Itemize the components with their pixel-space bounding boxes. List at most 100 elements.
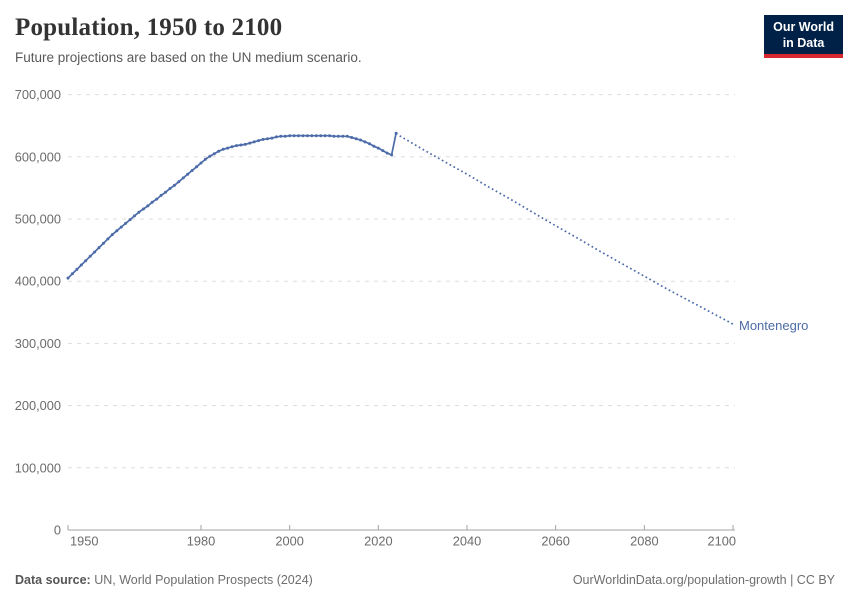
data-point-marker <box>359 138 363 142</box>
chart-header: Population, 1950 to 2100 Future projecti… <box>15 14 362 65</box>
y-tick-label: 600,000 <box>15 149 61 164</box>
data-point-marker <box>230 145 234 149</box>
data-point-marker <box>390 153 394 157</box>
data-point-marker <box>283 134 287 138</box>
data-point-marker <box>363 140 367 144</box>
data-point-marker <box>328 134 332 138</box>
data-point-marker <box>181 176 185 180</box>
data-point-marker <box>217 149 221 153</box>
data-point-marker <box>159 193 163 197</box>
data-point-marker <box>323 134 327 138</box>
x-tick-label: 2100 <box>708 534 736 549</box>
data-point-marker <box>164 190 167 194</box>
data-point-marker <box>75 267 79 271</box>
data-point-marker <box>270 136 274 140</box>
data-point-marker <box>93 250 97 254</box>
data-point-marker <box>199 161 203 165</box>
data-point-marker <box>88 254 92 258</box>
data-point-marker <box>172 183 176 187</box>
data-point-marker <box>336 134 340 138</box>
entity-label: Montenegro <box>739 318 809 333</box>
data-point-marker <box>66 276 70 280</box>
x-tick-label: 1980 <box>187 534 215 549</box>
data-source-note: Data source: UN, World Population Prospe… <box>15 573 313 587</box>
x-tick-label: 1950 <box>70 534 98 549</box>
data-point-marker <box>190 169 194 172</box>
data-point-marker <box>376 146 380 150</box>
y-tick-label: 0 <box>54 523 61 538</box>
data-point-marker <box>279 134 283 138</box>
data-point-marker <box>288 134 292 138</box>
data-point-marker <box>350 136 354 139</box>
data-point-marker <box>354 137 358 141</box>
data-point-marker <box>137 210 141 214</box>
y-tick-label: 100,000 <box>15 460 61 475</box>
data-point-marker <box>332 134 336 138</box>
data-point-marker <box>146 204 150 208</box>
data-point-marker <box>106 237 110 241</box>
data-point-marker <box>155 197 159 201</box>
data-point-marker <box>345 134 349 138</box>
owid-logo[interactable]: Our World in Data <box>764 15 843 58</box>
data-point-marker <box>257 139 261 143</box>
data-point-marker <box>150 200 154 204</box>
data-point-marker <box>274 135 278 139</box>
data-point-marker <box>110 233 114 237</box>
data-point-marker <box>248 141 252 145</box>
data-point-marker <box>177 180 181 184</box>
data-point-marker <box>372 144 376 148</box>
data-point-marker <box>381 149 385 153</box>
data-point-marker <box>319 134 323 138</box>
projection-line <box>395 132 734 325</box>
data-source-label: Data source: <box>15 573 91 587</box>
data-point-marker <box>301 134 305 138</box>
data-point-marker <box>310 134 314 138</box>
data-point-marker <box>239 143 243 147</box>
estimates-line <box>67 133 397 279</box>
data-point-marker <box>70 272 74 276</box>
chart-subtitle: Future projections are based on the UN m… <box>15 49 362 65</box>
owid-logo-line2: in Data <box>782 36 825 50</box>
x-tick-label: 2080 <box>630 534 658 549</box>
owid-logo-line1: Our World <box>773 20 834 34</box>
data-point-marker <box>212 152 216 156</box>
data-point-marker <box>195 165 199 169</box>
data-point-marker <box>102 241 105 245</box>
data-source-text: UN, World Population Prospects (2024) <box>90 573 313 587</box>
data-point-marker <box>266 137 269 141</box>
x-tick-label: 2040 <box>453 534 481 549</box>
data-point-marker <box>314 134 318 138</box>
data-point-marker <box>119 225 123 229</box>
data-point-marker <box>115 229 119 233</box>
y-tick-label: 500,000 <box>15 212 61 227</box>
data-point-marker <box>203 157 207 161</box>
y-tick-label: 200,000 <box>15 398 61 413</box>
data-point-marker <box>97 246 101 250</box>
y-tick-label: 300,000 <box>15 336 61 351</box>
data-point-marker <box>208 154 212 158</box>
data-point-marker <box>385 151 389 155</box>
data-point-marker <box>368 142 371 146</box>
x-tick-label: 2060 <box>541 534 569 549</box>
data-point-marker <box>84 259 88 263</box>
data-point-marker <box>79 263 83 267</box>
data-point-marker <box>243 142 247 146</box>
data-point-marker <box>141 207 145 211</box>
data-point-marker <box>261 137 265 141</box>
data-point-marker <box>305 134 309 138</box>
y-tick-label: 400,000 <box>15 274 61 289</box>
data-point-marker <box>235 144 238 148</box>
data-point-marker <box>292 134 296 138</box>
chart-footer: Data source: UN, World Population Prospe… <box>15 573 835 587</box>
data-point-marker <box>226 146 230 150</box>
data-point-marker <box>297 134 300 138</box>
y-tick-label: 700,000 <box>15 87 61 102</box>
data-point-marker <box>341 134 345 138</box>
data-point-marker <box>133 214 136 218</box>
data-point-marker <box>168 187 172 190</box>
credit-url[interactable]: OurWorldinData.org/population-growth | C… <box>572 573 835 587</box>
page-title: Population, 1950 to 2100 <box>15 14 283 41</box>
